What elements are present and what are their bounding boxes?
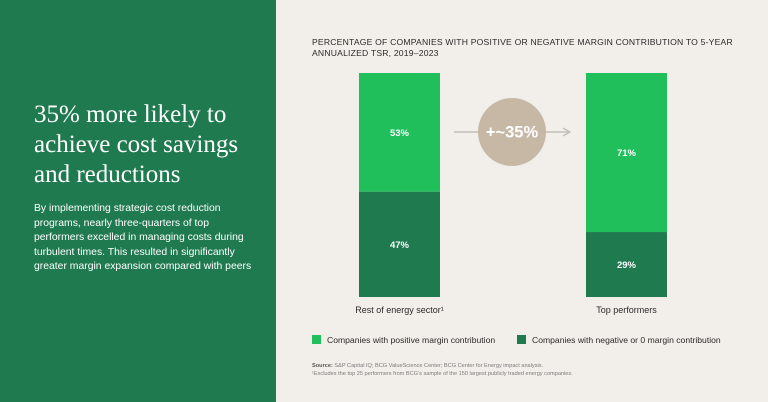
data-label-negative-1: 29% [617,260,637,271]
chart-panel: PERCENTAGE OF COMPANIES WITH POSITIVE OR… [276,0,768,402]
legend-swatch-negative [517,335,526,344]
data-label-positive-1: 71% [617,148,637,159]
data-label-negative-0: 47% [390,240,410,251]
data-label-positive-0: 53% [390,128,410,139]
source-label: Source: [312,363,333,369]
legend-label-negative: Companies with negative or 0 margin cont… [532,335,721,345]
annotation-text: +~35% [486,124,539,142]
chart-title: PERCENTAGE OF COMPANIES WITH POSITIVE OR… [312,37,733,58]
legend-label-positive: Companies with positive margin contribut… [327,335,496,345]
source-text: S&P Capital IQ; BCG ValueScience Center;… [332,363,544,369]
bar-negative-1 [586,232,667,297]
arrow-head-icon [562,127,572,137]
legend-item-negative: Companies with negative or 0 margin cont… [517,334,721,346]
bar-negative-0 [359,191,440,297]
bar-positive-0 [359,73,440,192]
bar-positive-1 [586,73,667,233]
category-label-0: Rest of energy sector¹ [355,305,444,315]
footnote: ¹Excludes the top 25 performers from BCG… [312,371,573,377]
category-label-1: Top performers [596,305,657,315]
legend-item-positive: Companies with positive margin contribut… [312,334,495,346]
stacked-bar-chart: 53% 47% Rest of energy sector¹ 71% 29% Top pe… [355,73,667,315]
left-panel: 35% more likely to achieve cost savings … [0,0,276,402]
legend-swatch-positive [312,335,321,344]
source-note: Source: S&P Capital IQ; BCG ValueScience… [312,362,752,378]
body-text: By implementing strategic cost reduction… [34,203,252,273]
headline: 35% more likely to achieve cost savings … [34,101,239,188]
annotation-circle [478,98,546,166]
